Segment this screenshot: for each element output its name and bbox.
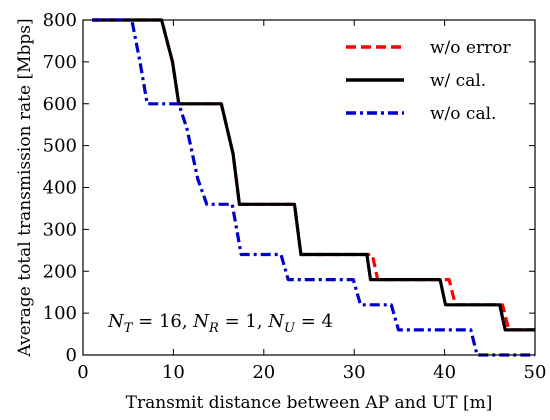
annotation-part: U [284, 321, 296, 336]
series-line-0 [92, 18, 535, 332]
x-tick-label: 40 [433, 362, 456, 383]
annotation-part: N [267, 311, 285, 332]
annotation-part: = 1, [219, 311, 268, 332]
y-tick-label: 200 [43, 261, 77, 282]
y-tick-label: 600 [43, 94, 77, 115]
x-tick-label: 10 [162, 362, 185, 383]
x-tick-label: 20 [252, 362, 275, 383]
annotation-part: = 4 [295, 311, 333, 332]
x-tick-label: 0 [77, 362, 88, 383]
legend-label-0: w/o error [430, 38, 511, 58]
annotation-part: T [124, 321, 134, 336]
y-tick-label: 500 [43, 136, 77, 157]
y-tick-label: 400 [43, 178, 77, 199]
y-tick-label: 300 [43, 219, 77, 240]
y-tick-label: 0 [66, 345, 77, 366]
legend: w/o error w/ cal. w/o cal. [346, 38, 511, 124]
parameter-annotation: NT = 16, NR = 1, NU = 4 [107, 311, 333, 336]
series-line-1 [92, 18, 535, 332]
legend-label-1: w/ cal. [430, 71, 486, 91]
y-tick-label: 700 [43, 52, 77, 73]
y-tick-label: 100 [43, 303, 77, 324]
series-line-2 [92, 18, 535, 357]
x-axis-label: Transmit distance between AP and UT [m] [126, 393, 493, 413]
annotation-part: N [107, 311, 125, 332]
annotation-part: N [192, 311, 210, 332]
annotation-part: R [208, 321, 219, 336]
y-tick-label: 800 [43, 10, 77, 31]
x-tick-label: 30 [343, 362, 366, 383]
series-layer [92, 18, 535, 357]
legend-label-2: w/o cal. [430, 104, 496, 124]
annotation-part: = 16, [132, 311, 193, 332]
x-tick-label: 50 [524, 362, 547, 383]
y-axis-label: Average total transmission rate [Mbps] [15, 18, 35, 357]
